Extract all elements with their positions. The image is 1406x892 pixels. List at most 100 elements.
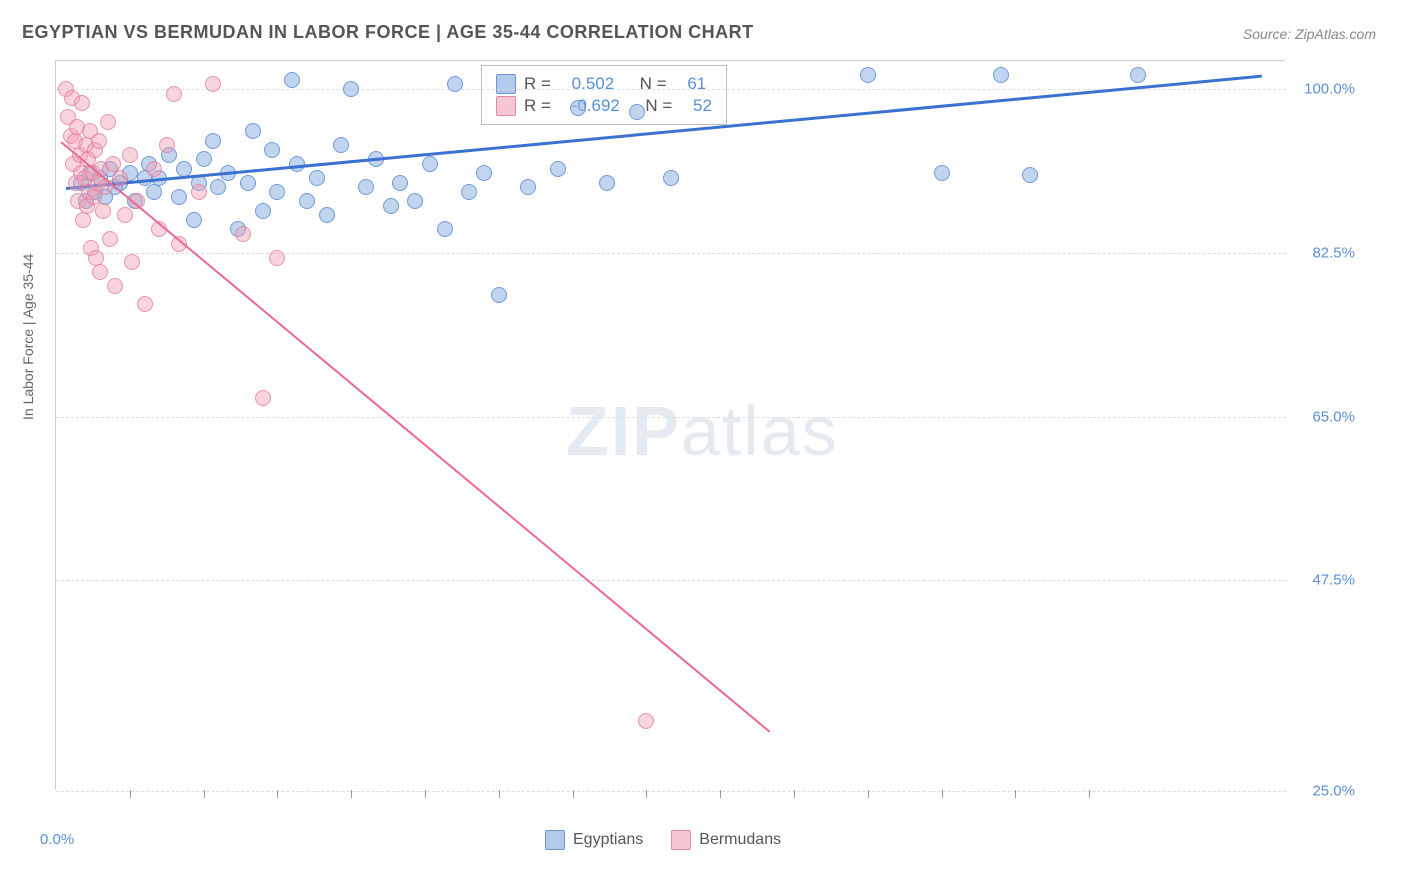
- legend-row-bermudans: R = -0.692 N = 52: [496, 96, 712, 116]
- data-point: [102, 231, 118, 247]
- x-tick: [573, 790, 574, 798]
- data-point: [210, 179, 226, 195]
- data-point: [392, 175, 408, 191]
- data-point: [299, 193, 315, 209]
- x-tick: [1089, 790, 1090, 798]
- y-tick-label: 100.0%: [1304, 81, 1355, 98]
- data-point: [284, 72, 300, 88]
- data-point: [476, 165, 492, 181]
- data-point: [166, 86, 182, 102]
- data-point: [255, 203, 271, 219]
- data-point: [570, 100, 586, 116]
- data-point: [117, 207, 133, 223]
- data-point: [599, 175, 615, 191]
- x-tick: [720, 790, 721, 798]
- data-point: [1022, 167, 1038, 183]
- correlation-legend: R = 0.502 N = 61 R = -0.692 N = 52: [481, 65, 727, 125]
- x-tick: [1015, 790, 1016, 798]
- data-point: [124, 254, 140, 270]
- x-tick: [646, 790, 647, 798]
- swatch-icon: [496, 96, 516, 116]
- data-point: [205, 76, 221, 92]
- data-point: [171, 189, 187, 205]
- y-tick-label: 82.5%: [1312, 244, 1355, 261]
- swatch-icon: [671, 830, 691, 850]
- chart-title: EGYPTIAN VS BERMUDAN IN LABOR FORCE | AG…: [22, 22, 754, 43]
- gridline: [56, 417, 1286, 418]
- plot-region: ZIPatlas R = 0.502 N = 61 R = -0.692 N =…: [55, 60, 1285, 790]
- data-point: [550, 161, 566, 177]
- x-tick: [499, 790, 500, 798]
- data-point: [240, 175, 256, 191]
- data-point: [422, 156, 438, 172]
- data-point: [75, 212, 91, 228]
- x-zero-label: 0.0%: [40, 831, 74, 848]
- gridline: [56, 253, 1286, 254]
- data-point: [447, 76, 463, 92]
- data-point: [159, 137, 175, 153]
- y-tick-label: 25.0%: [1312, 783, 1355, 800]
- data-point: [437, 221, 453, 237]
- data-point: [146, 184, 162, 200]
- data-point: [245, 123, 261, 139]
- y-tick-label: 65.0%: [1312, 408, 1355, 425]
- data-point: [146, 161, 162, 177]
- data-point: [196, 151, 212, 167]
- source-label: Source: ZipAtlas.com: [1243, 26, 1376, 42]
- legend-item-bermudans: Bermudans: [671, 830, 781, 850]
- data-point: [176, 161, 192, 177]
- gridline: [56, 580, 1286, 581]
- x-tick: [794, 790, 795, 798]
- data-point: [333, 137, 349, 153]
- data-point: [205, 133, 221, 149]
- data-point: [343, 81, 359, 97]
- data-point: [407, 193, 423, 209]
- data-point: [383, 198, 399, 214]
- data-point: [107, 278, 123, 294]
- data-point: [461, 184, 477, 200]
- data-point: [191, 184, 207, 200]
- x-tick: [351, 790, 352, 798]
- swatch-icon: [545, 830, 565, 850]
- data-point: [638, 713, 654, 729]
- data-point: [1130, 67, 1146, 83]
- data-point: [186, 212, 202, 228]
- data-point: [663, 170, 679, 186]
- data-point: [264, 142, 280, 158]
- data-point: [629, 104, 645, 120]
- x-tick: [204, 790, 205, 798]
- x-tick: [130, 790, 131, 798]
- x-tick: [868, 790, 869, 798]
- data-point: [112, 170, 128, 186]
- data-point: [91, 133, 107, 149]
- series-legend: Egyptians Bermudans: [545, 830, 781, 850]
- x-tick: [942, 790, 943, 798]
- y-tick-label: 47.5%: [1312, 572, 1355, 589]
- data-point: [934, 165, 950, 181]
- data-point: [309, 170, 325, 186]
- x-tick: [425, 790, 426, 798]
- watermark: ZIPatlas: [566, 391, 839, 471]
- data-point: [137, 296, 153, 312]
- data-point: [95, 203, 111, 219]
- data-point: [860, 67, 876, 83]
- data-point: [235, 226, 251, 242]
- data-point: [269, 250, 285, 266]
- x-tick: [277, 790, 278, 798]
- data-point: [358, 179, 374, 195]
- swatch-icon: [496, 74, 516, 94]
- data-point: [100, 114, 116, 130]
- data-point: [122, 147, 138, 163]
- legend-row-egyptians: R = 0.502 N = 61: [496, 74, 712, 94]
- chart-area: In Labor Force | Age 35-44 ZIPatlas R = …: [55, 60, 1390, 820]
- data-point: [255, 390, 271, 406]
- data-point: [319, 207, 335, 223]
- gridline: [56, 791, 1286, 792]
- data-point: [74, 95, 90, 111]
- legend-item-egyptians: Egyptians: [545, 830, 643, 850]
- data-point: [491, 287, 507, 303]
- data-point: [92, 264, 108, 280]
- data-point: [993, 67, 1009, 83]
- y-axis-label: In Labor Force | Age 35-44: [20, 254, 36, 420]
- data-point: [520, 179, 536, 195]
